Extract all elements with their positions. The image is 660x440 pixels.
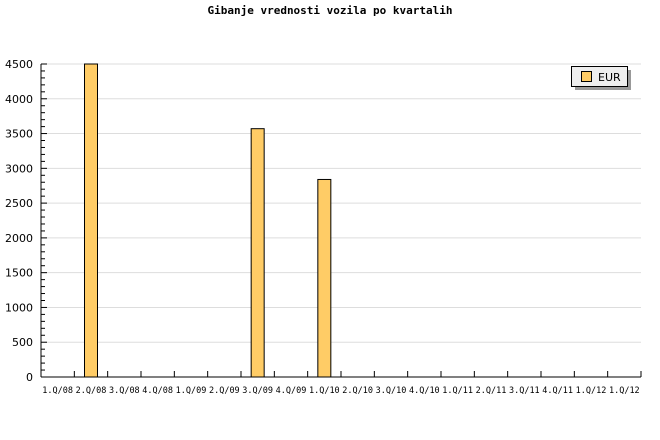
x-tick-label: 1.Q/10 [309,386,340,396]
y-tick-label: 4500 [5,58,33,71]
y-tick-label: 4000 [5,93,33,106]
x-tick-label: 3.Q/11 [509,386,540,396]
y-tick-label: 1500 [5,267,33,280]
x-tick-label: 2.Q/09 [209,386,240,396]
x-tick-label: 2.Q/10 [342,386,373,396]
x-tick-label: 4.Q/09 [276,386,307,396]
chart-title: Gibanje vrednosti vozila po kvartalih [207,4,453,17]
y-tick-label: 2500 [5,197,33,210]
x-tick-label: 3.Q/08 [109,386,140,396]
x-tick-label: 2.Q/11 [476,386,507,396]
y-tick-label: 0 [26,371,33,384]
y-tick-label: 2000 [5,232,33,245]
x-tick-label: 3.Q/09 [242,386,273,396]
y-tick-label: 500 [12,336,33,349]
y-tick-label: 3000 [5,162,33,175]
legend-swatch [581,71,592,82]
x-tick-label: 1.Q/11 [442,386,473,396]
x-tick-label: 1.Q/12 [576,386,607,396]
x-tick-label: 1.Q/09 [176,386,207,396]
x-tick-label: 3.Q/10 [376,386,407,396]
x-tick-label: 1.Q/08 [42,386,73,396]
legend-label: EUR [598,71,621,84]
x-tick-label: 4.Q/11 [542,386,573,396]
x-tick-label: 4.Q/08 [142,386,173,396]
x-tick-label: 1.Q/12 [609,386,640,396]
x-tick-label: 2.Q/08 [76,386,107,396]
y-tick-label: 3500 [5,128,33,141]
y-tick-label: 1000 [5,301,33,314]
x-tick-label: 4.Q/10 [409,386,440,396]
bar [250,128,265,378]
bar [84,63,98,378]
bar [317,178,332,378]
